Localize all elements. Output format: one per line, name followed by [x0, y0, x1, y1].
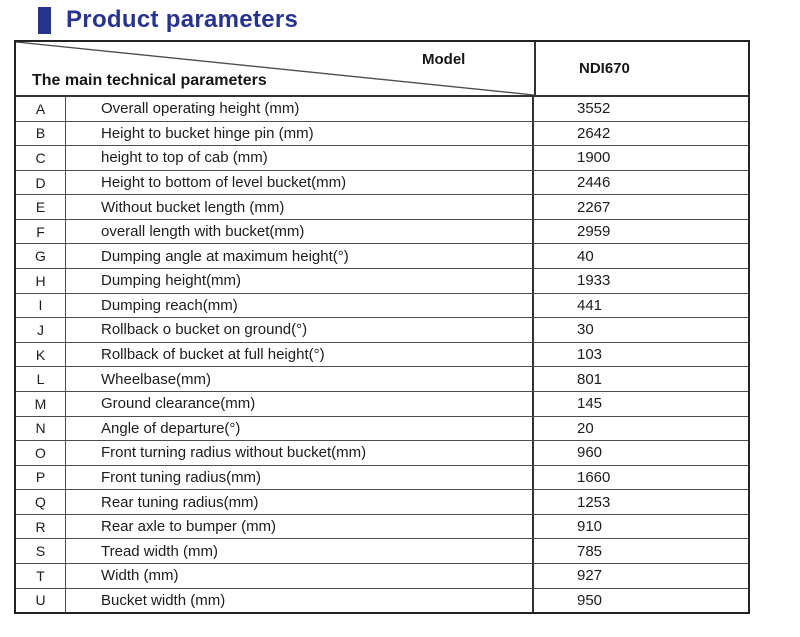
row-parameter-cell: Front tuning radius(mm) [66, 465, 534, 490]
table-row: G Dumping angle at maximum height(°) 40 [16, 243, 748, 269]
row-letter-cell: O [16, 441, 66, 465]
row-letter-cell: N [16, 416, 66, 441]
table-row: K Rollback of bucket at full height(°) 1… [16, 341, 748, 367]
row-letter-cell: Q [16, 490, 66, 514]
table-row: T Width (mm) 927 [16, 562, 748, 588]
row-letter-cell: F [16, 219, 66, 244]
row-parameter-cell: Overall operating height (mm) [66, 97, 534, 121]
row-parameter-cell: Angle of departure(°) [66, 416, 534, 441]
row-letter-cell: D [16, 170, 66, 195]
model-header-label: Model [422, 51, 466, 68]
row-letter-cell: U [16, 588, 66, 613]
row-value-cell: 2446 [577, 174, 611, 192]
row-parameter-cell: Wheelbase(mm) [66, 367, 534, 391]
row-parameter-cell: overall length with bucket(mm) [66, 219, 534, 244]
page-title: Product parameters [66, 6, 299, 33]
table-row: D Height to bottom of level bucket(mm) 2… [16, 169, 748, 195]
table-row: M Ground clearance(mm) 145 [16, 390, 748, 416]
table-row: C height to top of cab (mm) 1900 [16, 145, 748, 170]
table-row: P Front tuning radius(mm) 1660 [16, 464, 748, 490]
row-parameter-cell: height to top of cab (mm) [66, 146, 534, 170]
row-letter-cell: M [16, 391, 66, 416]
table-row: J Rollback o bucket on ground(°) 30 [16, 317, 748, 342]
accent-bar-icon [38, 6, 51, 34]
row-value-cell: 2959 [577, 223, 611, 241]
row-letter-cell: H [16, 269, 66, 293]
row-value-cell: 3552 [577, 100, 611, 118]
row-parameter-cell: Rollback of bucket at full height(°) [66, 342, 534, 367]
row-value-cell: 785 [577, 542, 603, 560]
table-row: R Rear axle to bumper (mm) 910 [16, 513, 748, 539]
row-parameter-cell: Without bucket length (mm) [66, 195, 534, 219]
table-row: O Front turning radius without bucket(mm… [16, 440, 748, 465]
row-letter-cell: I [16, 293, 66, 318]
row-letter-cell: J [16, 318, 66, 342]
table-row: F overall length with bucket(mm) 2959 [16, 218, 748, 244]
row-parameter-cell: Height to bottom of level bucket(mm) [66, 170, 534, 195]
row-letter-cell: E [16, 195, 66, 219]
table-row: I Dumping reach(mm) 441 [16, 292, 748, 318]
diagonal-header-cell: Model The main technical parameters [16, 42, 534, 95]
table-row: B Height to bucket hinge pin (mm) 2642 [16, 120, 748, 146]
row-letter-cell: P [16, 465, 66, 490]
row-parameter-cell: Dumping angle at maximum height(°) [66, 244, 534, 269]
row-letter-cell: K [16, 342, 66, 367]
row-value-cell: 801 [577, 370, 603, 388]
row-letter-cell: S [16, 539, 66, 563]
row-letter-cell: C [16, 146, 66, 170]
row-value-cell: 441 [577, 296, 603, 314]
row-parameter-cell: Bucket width (mm) [66, 588, 534, 613]
row-letter-cell: G [16, 244, 66, 269]
table-body: A Overall operating height (mm) 3552 B H… [16, 97, 748, 613]
table-row: S Tread width (mm) 785 [16, 538, 748, 563]
row-value-cell: 2642 [577, 124, 611, 142]
row-parameter-cell: Dumping reach(mm) [66, 293, 534, 318]
row-value-cell: 960 [577, 444, 603, 462]
row-parameter-cell: Ground clearance(mm) [66, 391, 534, 416]
row-value-cell: 40 [577, 247, 594, 265]
row-letter-cell: A [16, 97, 66, 121]
row-value-cell: 1900 [577, 149, 611, 167]
table-row: H Dumping height(mm) 1933 [16, 268, 748, 293]
model-column-header: NDI670 [534, 42, 748, 95]
row-value-cell: 30 [577, 321, 594, 339]
row-letter-cell: R [16, 514, 66, 539]
diagonal-divider-line [16, 42, 534, 95]
row-letter-cell: T [16, 563, 66, 588]
table-row: N Angle of departure(°) 20 [16, 415, 748, 441]
row-parameter-cell: Front turning radius without bucket(mm) [66, 441, 534, 465]
table-row: Q Rear tuning radius(mm) 1253 [16, 489, 748, 514]
row-parameter-cell: Tread width (mm) [66, 539, 534, 563]
row-value-cell: 1253 [577, 493, 611, 511]
row-parameter-cell: Rear axle to bumper (mm) [66, 514, 534, 539]
table-row: A Overall operating height (mm) 3552 [16, 97, 748, 121]
row-value-cell: 950 [577, 591, 603, 609]
row-letter-cell: L [16, 367, 66, 391]
row-value-cell: 1933 [577, 272, 611, 290]
row-value-cell: 927 [577, 567, 603, 585]
table-header-row: Model The main technical parameters NDI6… [16, 42, 748, 97]
row-value-cell: 145 [577, 395, 603, 413]
technical-parameters-header-label: The main technical parameters [32, 72, 267, 89]
row-value-cell: 910 [577, 518, 603, 536]
row-parameter-cell: Rear tuning radius(mm) [66, 490, 534, 514]
table-row: U Bucket width (mm) 950 [16, 587, 748, 613]
page-header: Product parameters [38, 5, 298, 35]
row-value-cell: 2267 [577, 198, 611, 216]
product-parameters-table: Model The main technical parameters NDI6… [14, 40, 750, 614]
row-value-cell: 20 [577, 419, 594, 437]
table-row: L Wheelbase(mm) 801 [16, 366, 748, 391]
row-value-cell: 103 [577, 346, 603, 364]
row-value-cell: 1660 [577, 468, 611, 486]
row-parameter-cell: Height to bucket hinge pin (mm) [66, 121, 534, 146]
row-parameter-cell: Width (mm) [66, 563, 534, 588]
row-parameter-cell: Rollback o bucket on ground(°) [66, 318, 534, 342]
row-parameter-cell: Dumping height(mm) [66, 269, 534, 293]
table-row: E Without bucket length (mm) 2267 [16, 194, 748, 219]
row-letter-cell: B [16, 121, 66, 146]
